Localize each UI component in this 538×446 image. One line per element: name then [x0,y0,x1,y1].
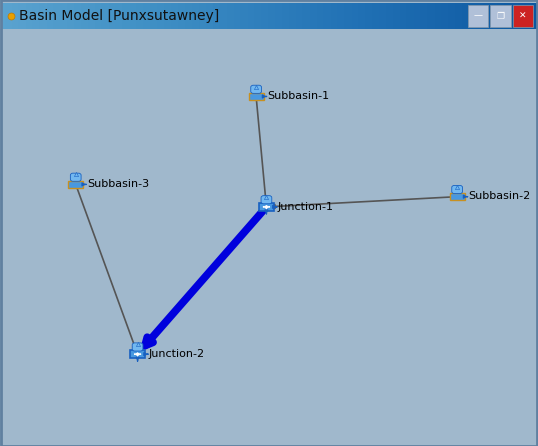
Text: Junction-2: Junction-2 [148,349,205,359]
FancyBboxPatch shape [491,5,511,27]
Text: Subbasin-1: Subbasin-1 [267,91,329,101]
FancyBboxPatch shape [452,186,463,194]
Text: Junction-1: Junction-1 [278,202,334,211]
FancyBboxPatch shape [261,196,272,204]
Text: Subbasin-3: Subbasin-3 [87,179,149,189]
FancyBboxPatch shape [259,203,274,211]
FancyBboxPatch shape [130,351,145,358]
Text: Basin Model [Punxsutawney]: Basin Model [Punxsutawney] [19,9,219,23]
FancyBboxPatch shape [251,85,261,93]
FancyBboxPatch shape [68,181,83,188]
Text: —: — [473,12,483,21]
FancyBboxPatch shape [468,5,489,27]
Text: ✕: ✕ [519,12,527,21]
Text: ❐: ❐ [497,12,505,21]
FancyBboxPatch shape [450,193,464,200]
FancyBboxPatch shape [513,5,533,27]
FancyBboxPatch shape [132,343,143,351]
FancyBboxPatch shape [70,173,81,181]
Text: Subbasin-2: Subbasin-2 [468,191,530,201]
FancyBboxPatch shape [249,93,264,100]
